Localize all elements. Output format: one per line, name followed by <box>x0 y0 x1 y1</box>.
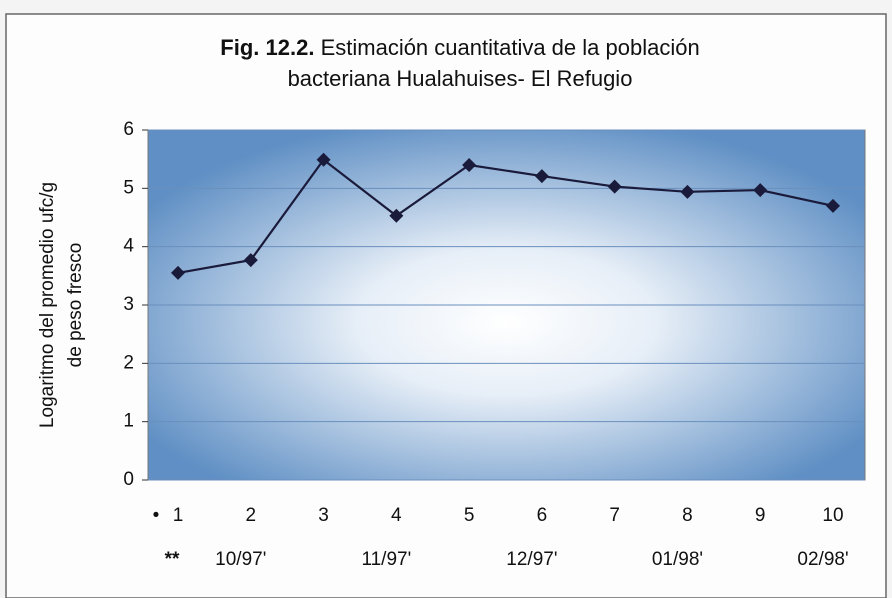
x-tick-label: 9 <box>755 505 766 526</box>
date-label: 02/98' <box>797 549 848 570</box>
x-tick-label: 6 <box>537 505 548 526</box>
date-label: 10/97' <box>215 549 266 570</box>
category-marker: • <box>153 505 160 526</box>
title-line: Estimación cuantitativa de la población <box>321 35 700 60</box>
date-label: 11/97' <box>361 549 411 570</box>
data-point <box>389 208 404 223</box>
x-tick-label: 1 <box>173 505 184 526</box>
x-tick-label: 4 <box>391 505 402 526</box>
data-point <box>753 183 768 198</box>
chart-title: Fig. 12.2. Estimación cuantitativa de la… <box>220 35 699 60</box>
title-prefix: Fig. 12.2. <box>220 35 314 60</box>
x-tick-label: 8 <box>682 505 693 526</box>
x-tick-label: 3 <box>318 505 329 526</box>
y-axis-label: de peso fresco <box>65 243 86 368</box>
data-point <box>607 179 622 194</box>
y-tick-label: 5 <box>123 177 134 198</box>
date-label: 12/97' <box>506 549 557 570</box>
data-point <box>680 184 695 199</box>
y-axis-label: Logaritmo del promedio ufc/g <box>37 182 58 428</box>
x-tick-label: 5 <box>464 505 475 526</box>
date-label: 01/98' <box>652 549 703 570</box>
y-tick-label: 3 <box>123 294 134 315</box>
y-tick-label: 2 <box>123 352 134 373</box>
y-tick-label: 4 <box>123 236 134 257</box>
y-tick-label: 0 <box>123 469 134 490</box>
date-marker: ** <box>165 549 180 570</box>
series-line <box>177 158 834 275</box>
data-point <box>316 152 331 167</box>
data-point <box>826 198 840 213</box>
x-tick-label: 10 <box>822 505 843 526</box>
y-tick-label: 6 <box>123 119 134 140</box>
title-line: bacteriana Hualahuises- El Refugio <box>288 66 633 91</box>
data-point <box>171 265 185 280</box>
x-tick-label: 7 <box>609 505 620 526</box>
data-point <box>243 253 258 268</box>
y-tick-label: 1 <box>123 411 134 432</box>
data-point <box>462 158 477 172</box>
x-tick-label: 2 <box>245 505 256 526</box>
data-point <box>534 169 549 184</box>
